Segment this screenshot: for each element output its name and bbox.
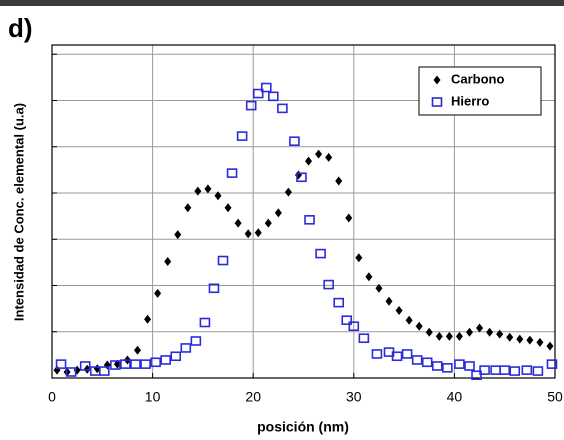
- point: [204, 184, 211, 193]
- point: [278, 104, 287, 112]
- point: [536, 338, 543, 347]
- point: [184, 203, 191, 212]
- point: [228, 169, 237, 177]
- point: [219, 257, 228, 265]
- point: [171, 352, 180, 360]
- legend-label: Hierro: [451, 93, 489, 108]
- point: [225, 203, 232, 212]
- point: [104, 361, 111, 370]
- point: [305, 216, 314, 224]
- point: [315, 150, 322, 159]
- point: [238, 132, 247, 140]
- point: [191, 337, 200, 345]
- x-tick-label: 0: [48, 389, 56, 405]
- point: [154, 289, 161, 298]
- point: [365, 272, 372, 281]
- point: [546, 342, 553, 351]
- point: [305, 157, 312, 166]
- point: [436, 332, 443, 341]
- top-strip: [0, 0, 564, 6]
- point: [396, 306, 403, 315]
- point: [290, 137, 299, 145]
- point: [200, 319, 209, 327]
- point: [446, 332, 453, 341]
- point: [295, 170, 302, 179]
- point: [465, 362, 474, 370]
- point: [496, 330, 503, 339]
- point: [413, 356, 422, 364]
- point: [161, 356, 170, 364]
- point: [247, 102, 256, 110]
- point: [433, 362, 442, 370]
- point: [526, 336, 533, 345]
- point: [423, 358, 432, 366]
- point: [491, 366, 500, 374]
- point: [372, 350, 381, 358]
- point: [131, 360, 140, 368]
- chart-title: d): [8, 13, 33, 43]
- point: [533, 367, 542, 375]
- point: [144, 315, 151, 324]
- point: [466, 328, 473, 337]
- x-tick-label: 50: [547, 389, 563, 405]
- point: [181, 344, 190, 352]
- x-tick-label: 40: [447, 389, 463, 405]
- y-axis-label: Intensidad de Conc. elemental (u.a): [11, 103, 26, 321]
- chart: d) posición (nm) Intensidad de Conc. ele…: [0, 0, 564, 440]
- point: [506, 333, 513, 342]
- point: [134, 346, 141, 355]
- x-tick-label: 30: [346, 389, 362, 405]
- point: [255, 228, 262, 237]
- x-tick-label: 10: [145, 389, 161, 405]
- point: [522, 366, 531, 374]
- point: [516, 335, 523, 344]
- point: [416, 322, 423, 331]
- point: [406, 316, 413, 325]
- point: [500, 366, 509, 374]
- point: [141, 360, 150, 368]
- point: [325, 153, 332, 162]
- point: [335, 176, 342, 185]
- point: [194, 187, 201, 196]
- point: [359, 334, 368, 342]
- point: [275, 208, 282, 217]
- point: [324, 281, 333, 289]
- point: [174, 230, 181, 239]
- point: [456, 332, 463, 341]
- point: [245, 229, 252, 238]
- point: [486, 328, 493, 337]
- point: [164, 257, 171, 266]
- point: [334, 299, 343, 307]
- point: [455, 360, 464, 368]
- point: [269, 92, 278, 100]
- point: [285, 188, 292, 197]
- point: [235, 219, 242, 228]
- point: [355, 253, 362, 262]
- point: [386, 297, 393, 306]
- point: [403, 350, 412, 358]
- point: [426, 328, 433, 337]
- point: [265, 219, 272, 228]
- point: [316, 250, 325, 258]
- point: [510, 367, 519, 375]
- legend-label: Carbono: [451, 71, 505, 86]
- point: [443, 364, 452, 372]
- x-axis-label: posición (nm): [257, 419, 349, 435]
- point: [345, 213, 352, 222]
- x-tick-label: 20: [245, 389, 261, 405]
- point: [74, 366, 81, 375]
- point: [476, 324, 483, 333]
